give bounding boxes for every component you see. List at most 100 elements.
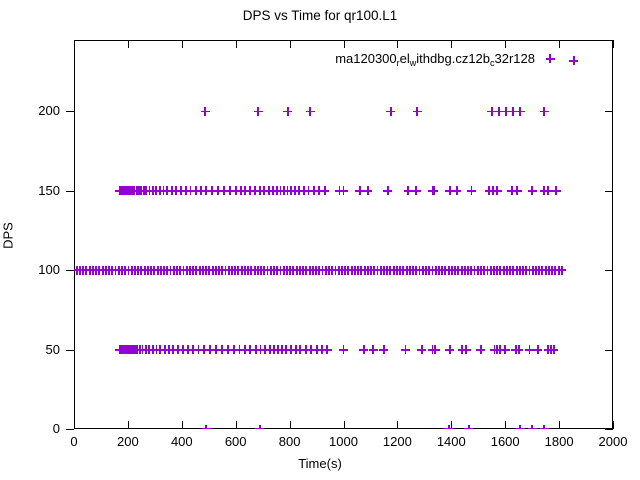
data-point: [225, 186, 235, 196]
x-tick-label: 0: [70, 434, 78, 449]
data-point: [514, 345, 524, 355]
data-point: [251, 345, 261, 355]
x-tick-top: [235, 40, 237, 48]
x-tick-label: 1800: [544, 434, 574, 449]
data-point: [417, 345, 427, 355]
data-point: [339, 345, 348, 355]
data-point: [551, 186, 561, 196]
data-point: [199, 345, 209, 355]
data-point: [317, 345, 327, 355]
data-point: [240, 186, 250, 196]
data-point: [452, 186, 462, 196]
data-point: [524, 345, 534, 355]
data-point: [309, 186, 319, 196]
data-point: [245, 345, 255, 355]
data-point: [217, 345, 227, 355]
data-point: [181, 186, 191, 196]
data-point: [400, 345, 410, 355]
y-tick-label: 50: [45, 341, 60, 357]
data-point: [322, 345, 332, 355]
x-tick-label: 400: [170, 434, 193, 449]
data-point: [255, 345, 265, 355]
data-point: [355, 186, 365, 196]
data-point: [229, 345, 239, 355]
data-point: [253, 106, 263, 116]
data-point: [320, 186, 330, 196]
data-point: [295, 345, 305, 355]
data-point: [299, 186, 309, 196]
y-tick-right: [605, 429, 613, 430]
data-point: [173, 345, 183, 355]
x-tick-top: [559, 40, 561, 48]
data-point: [183, 345, 193, 355]
data-point: [445, 345, 455, 355]
x-tick: [74, 421, 75, 429]
data-point: [194, 345, 203, 355]
data-point: [231, 186, 241, 196]
x-tick: [451, 421, 453, 429]
y-axis-title: DPS: [0, 222, 16, 249]
data-point: [445, 186, 455, 196]
data-point: [171, 186, 181, 196]
data-point: [379, 345, 389, 355]
y-tick-right: [605, 111, 613, 113]
x-tick: [289, 421, 291, 429]
x-tick-top: [181, 40, 183, 48]
data-point: [312, 345, 322, 355]
x-tick-label: 2000: [598, 434, 628, 449]
data-point: [201, 186, 211, 196]
x-tick-label: 600: [224, 434, 247, 449]
x-tick: [343, 421, 345, 429]
data-point: [234, 345, 244, 355]
data-point: [301, 345, 311, 355]
y-tick: [66, 429, 74, 430]
data-point: [236, 186, 246, 196]
data-point: [200, 106, 210, 116]
chart-title: DPS vs Time for qr100.L1: [242, 8, 398, 23]
data-point: [207, 186, 217, 196]
data-point: [515, 106, 525, 116]
data-point: [191, 186, 201, 196]
data-point: [461, 345, 471, 355]
x-tick-top: [127, 40, 129, 48]
x-tick-label: 1200: [382, 434, 412, 449]
x-tick: [613, 421, 614, 429]
data-point: [411, 186, 421, 196]
data-point: [176, 186, 186, 196]
y-tick-label: 200: [38, 103, 60, 119]
data-point: [492, 186, 502, 196]
x-tick-top: [343, 40, 345, 48]
data-point: [539, 424, 549, 429]
x-tick: [127, 421, 129, 429]
data-point: [245, 186, 255, 196]
data-point: [368, 345, 378, 355]
data-point: [314, 186, 324, 196]
x-tick-label: 1000: [329, 434, 358, 449]
data-point: [527, 424, 537, 429]
x-tick: [181, 421, 183, 429]
y-tick-label: 100: [38, 262, 60, 278]
data-point: [501, 106, 511, 116]
data-point: [386, 106, 396, 116]
x-tick-top: [613, 40, 614, 48]
data-point: [178, 345, 188, 355]
y-tick: [66, 111, 74, 113]
legend-key-plus-icon: [535, 53, 565, 65]
data-point: [255, 424, 265, 429]
plot-frame: [74, 40, 613, 429]
data-point: [527, 186, 537, 196]
data-point: [476, 345, 486, 355]
x-tick: [559, 421, 561, 429]
data-point: [495, 345, 505, 355]
data-point: [444, 424, 454, 429]
y-tick: [66, 349, 74, 351]
x-tick-top: [451, 40, 453, 48]
x-tick: [397, 421, 399, 429]
data-point: [430, 345, 440, 355]
data-point: [539, 106, 549, 116]
data-point: [507, 186, 517, 196]
data-point: [569, 56, 579, 66]
data-point: [205, 345, 215, 355]
data-point: [303, 186, 313, 196]
data-point: [213, 186, 223, 196]
